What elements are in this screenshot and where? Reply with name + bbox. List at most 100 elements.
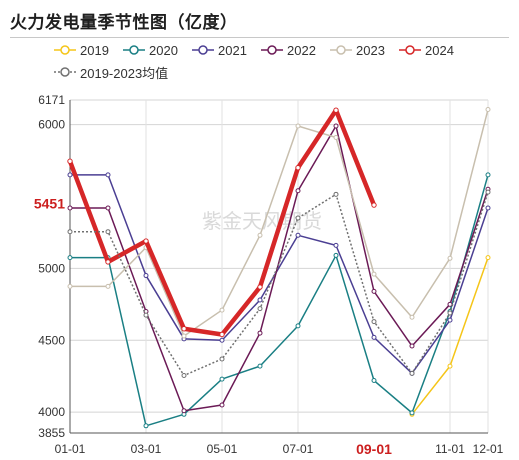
series-2019-2023--point (67, 229, 73, 235)
legend-label: 2019-2023均值 (80, 65, 169, 81)
series-2019-2023--point (105, 229, 111, 235)
legend-label: 2021 (218, 42, 247, 58)
series-2023-line (70, 109, 489, 337)
legend-item[interactable]: 2021 (192, 42, 247, 58)
series-2022-point (371, 288, 377, 294)
series-2021-point (143, 273, 149, 279)
y-tick-label: 6171 (38, 93, 65, 107)
series-2022-point (295, 188, 301, 194)
legend-label: 2023 (356, 42, 385, 58)
series-2022-point (67, 205, 73, 211)
series-2020-point (485, 172, 491, 178)
series-2023-point (409, 314, 415, 320)
series-2021-point (219, 337, 225, 343)
series-2019-point (485, 255, 491, 261)
series-2022-point (447, 301, 453, 307)
legend-item[interactable]: 2019 (54, 42, 109, 58)
series-2023-point (485, 106, 491, 112)
legend-label: 2024 (425, 42, 454, 58)
series-2023-point (447, 255, 453, 261)
series-2019-2023--point (371, 319, 377, 325)
x-tick-label: 01-01 (55, 442, 86, 456)
series-2024-point (105, 259, 111, 265)
series-2021-point (105, 172, 111, 178)
series-2019-2023--point (181, 372, 187, 378)
series-2023-point (371, 271, 377, 277)
series-2021-point (257, 297, 263, 303)
series-2022-point (105, 205, 111, 211)
series-2021-point (447, 317, 453, 323)
series-2024-point (333, 107, 339, 113)
series-2024-point (181, 326, 187, 332)
title-divider (10, 37, 509, 38)
legend-marker-icon (54, 67, 76, 77)
series-2019-2023--point (409, 370, 415, 376)
series-2020-point (67, 255, 73, 261)
legend-marker-icon (399, 45, 421, 55)
series-2019-2023--point (219, 356, 225, 362)
series-2022-point (409, 343, 415, 349)
series-2024-point (257, 284, 263, 290)
legend-marker-icon (192, 45, 214, 55)
series-2019-2023--line (70, 191, 489, 377)
x-tick-label: 05-01 (207, 442, 238, 456)
legend-label: 2019 (80, 42, 109, 58)
legend-item[interactable]: 2023 (330, 42, 385, 58)
y-tick-label: 4000 (38, 405, 65, 419)
series-2020-point (257, 363, 263, 369)
series-2023-point (105, 283, 111, 289)
series-2019-2023--point (485, 189, 491, 195)
series-2022-point (181, 408, 187, 414)
highlight-x-label: 09-01 (356, 441, 392, 457)
series-2020-point (409, 410, 415, 416)
y-tick-label: 5000 (38, 261, 65, 275)
legend-marker-icon (261, 45, 283, 55)
series-2023-point (295, 123, 301, 129)
x-tick-label: 12-01 (473, 442, 504, 456)
x-tick-label: 03-01 (131, 442, 162, 456)
legend-label: 2020 (149, 42, 178, 58)
series-2023-point (333, 135, 339, 141)
legend-marker-icon (54, 45, 76, 55)
y-tick-label: 3855 (38, 426, 65, 440)
series-2023-point (219, 307, 225, 313)
legend-item[interactable]: 2019-2023均值 (54, 64, 169, 81)
series-2024-point (295, 165, 301, 171)
series-2021-point (485, 205, 491, 211)
series-2020-point (333, 252, 339, 258)
x-tick-label: 07-01 (283, 442, 314, 456)
legend-item[interactable]: 2024 (399, 42, 454, 58)
series-2019-2023--point (257, 306, 263, 312)
series-2021-point (333, 242, 339, 248)
series-2022-line (70, 125, 489, 412)
chart-title: 火力发电量季节性图（亿度） (10, 13, 238, 33)
legend-label: 2022 (287, 42, 316, 58)
series-2023-point (181, 333, 187, 339)
series-2021-point (295, 232, 301, 238)
series-2020-point (295, 323, 301, 329)
series-2023-point (257, 232, 263, 238)
y-tick-label: 4500 (38, 333, 65, 347)
series-2020-point (371, 378, 377, 384)
highlight-y-label: 5451 (34, 196, 65, 212)
legend-item[interactable]: 2022 (261, 42, 316, 58)
series-2020-point (143, 423, 149, 429)
series-2021-point (67, 172, 73, 178)
series-2022-point (333, 123, 339, 129)
legend-marker-icon (330, 45, 352, 55)
legend-item[interactable]: 2020 (123, 42, 178, 58)
series-2019-point (447, 363, 453, 369)
series-2024-point (219, 331, 225, 338)
series-2019-2023--point (295, 215, 301, 221)
series-2023-point (67, 283, 73, 289)
y-tick-label: 6000 (38, 118, 65, 132)
legend-marker-icon (123, 45, 145, 55)
series-2024-point (67, 158, 73, 164)
series-2020-point (219, 376, 225, 382)
series-2022-point (257, 330, 263, 336)
x-tick-label: 11-01 (435, 442, 465, 456)
series-2019-2023--point (447, 310, 453, 316)
series-2022-point (219, 402, 225, 408)
series-2020-line (70, 174, 489, 427)
